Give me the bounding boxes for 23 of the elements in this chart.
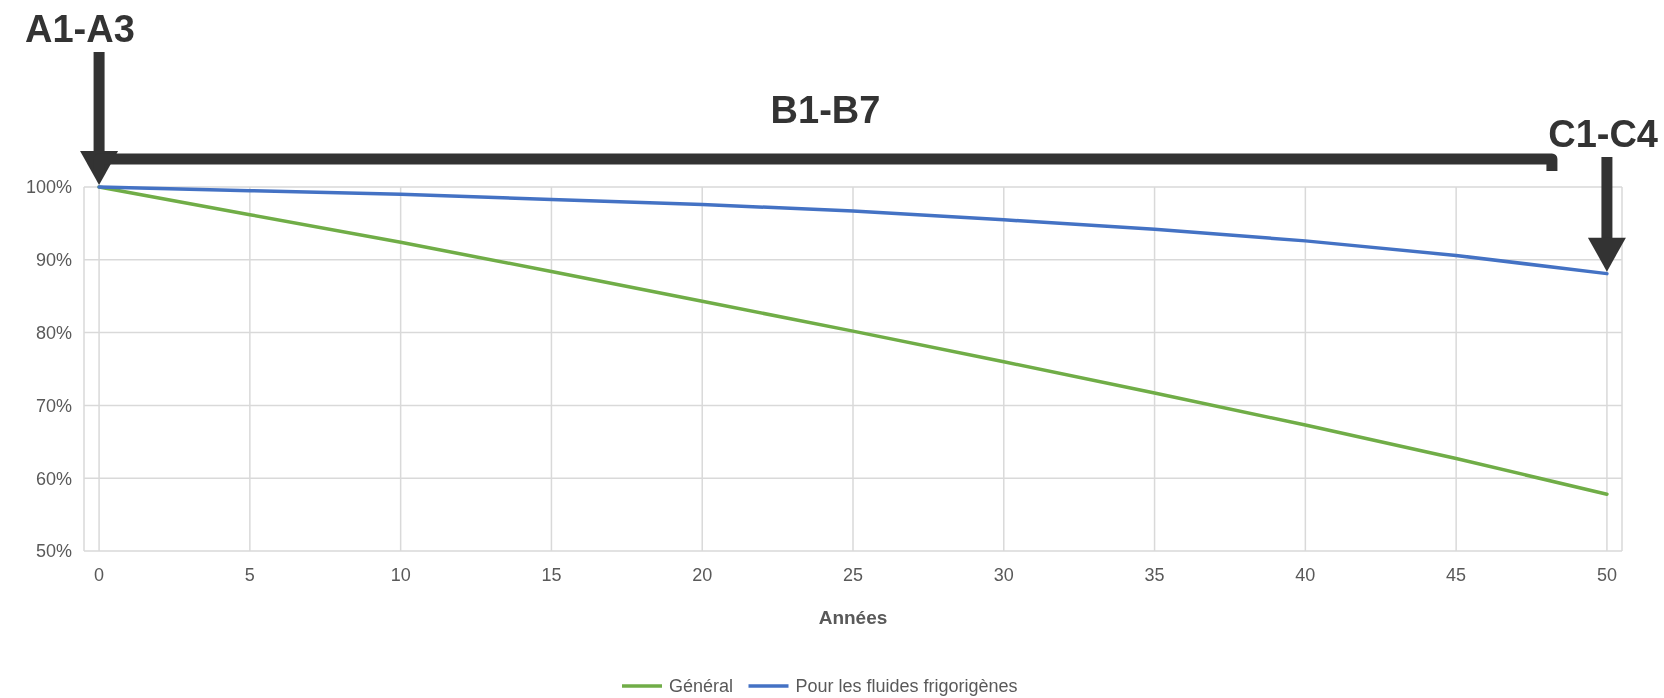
y-tick-label: 60% (35, 468, 72, 489)
x-tick-label: 0 (94, 565, 105, 585)
x-tick-label: 35 (1144, 565, 1165, 585)
y-tick-label: 50% (35, 541, 72, 562)
x-tick-label: 50 (1596, 565, 1617, 585)
y-tick-label: 70% (35, 395, 72, 416)
text: B1-B7 (770, 89, 881, 131)
text: C1-C4 (1548, 113, 1658, 155)
legend-label: Général (669, 676, 734, 697)
y-tick-label: 80% (35, 322, 72, 343)
x-tick-label: 45 (1446, 565, 1467, 585)
x-tick-label: 10 (390, 565, 411, 585)
y-tick-label: 90% (35, 250, 72, 271)
x-tick-label: 30 (993, 565, 1014, 585)
x-tick-label: 40 (1295, 565, 1316, 585)
x-tick-label: 5 (244, 565, 255, 585)
text: A1-A3 (25, 8, 135, 50)
legend-label: Pour les fluides frigorigènes (795, 676, 1018, 697)
y-tick-label: 100% (25, 177, 72, 198)
x-tick-label: 25 (842, 565, 864, 585)
x-tick-label: 15 (541, 565, 562, 585)
x-axis-title: Années (818, 607, 888, 628)
x-tick-label: 20 (692, 565, 713, 585)
